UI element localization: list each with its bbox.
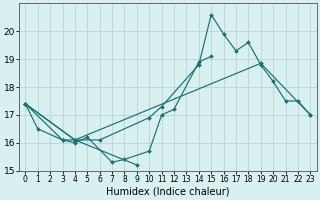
X-axis label: Humidex (Indice chaleur): Humidex (Indice chaleur) [106, 187, 229, 197]
